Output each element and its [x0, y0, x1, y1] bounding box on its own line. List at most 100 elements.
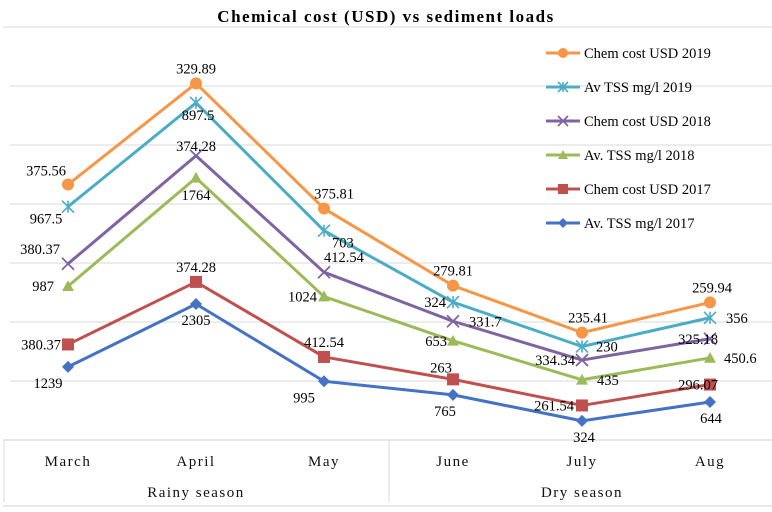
marker-diamond	[704, 396, 716, 409]
marker-star	[189, 96, 203, 110]
marker-circle	[704, 296, 716, 309]
data-label: 279.81	[433, 264, 473, 280]
x-axis: March April May June July Aug Rainy season Dry …	[3, 439, 772, 507]
marker-triangle	[318, 290, 330, 302]
marker-star	[703, 311, 717, 325]
data-label: 324	[573, 430, 596, 446]
series-line	[67, 302, 711, 423]
marker-diamond	[318, 375, 330, 388]
marker-circle	[318, 202, 330, 215]
legend-item: Chem cost USD 2019	[546, 46, 711, 62]
data-labels: 1239 2305 995 765 324 644 380.37 374.28 412.54 26…	[20, 61, 757, 446]
series-line	[67, 280, 711, 407]
marker-x	[703, 332, 717, 346]
marker-diamond	[558, 218, 568, 228]
data-label: 450.6	[724, 351, 757, 367]
data-label: 375.81	[314, 187, 354, 203]
marker-triangle	[62, 280, 74, 292]
legend-label: Av TSS mg/l 2019	[584, 80, 692, 96]
data-label: 259.94	[692, 280, 733, 296]
marker-x	[317, 265, 331, 279]
x-group-label: Dry season	[541, 485, 623, 501]
data-label: 325.18	[678, 332, 718, 348]
series-line	[67, 81, 711, 335]
data-label: 230	[596, 339, 618, 355]
marker-star	[61, 200, 75, 214]
marker-diamond	[62, 360, 74, 373]
data-label: 1024	[288, 290, 318, 306]
marker-circle	[558, 48, 568, 58]
marker-x	[189, 149, 203, 163]
data-label: 435	[597, 373, 619, 389]
data-label: 380.37	[21, 337, 61, 353]
x-tick-label: May	[308, 454, 340, 470]
data-label: 1764	[182, 188, 212, 204]
marker-triangle	[576, 373, 588, 385]
data-label: 653	[425, 334, 447, 350]
data-label: 412.54	[304, 335, 345, 351]
series-line	[67, 154, 711, 362]
marker-square	[576, 399, 588, 412]
data-label: 263	[430, 360, 452, 376]
data-label: 331.7	[469, 314, 502, 330]
data-label: 374.28	[176, 139, 216, 155]
marker-triangle	[190, 171, 202, 183]
marker-circle	[190, 77, 202, 90]
marker-x	[557, 115, 569, 127]
marker-triangle	[558, 150, 568, 159]
data-label: 334.34	[535, 353, 576, 369]
data-label: 644	[700, 411, 723, 427]
marker-square	[447, 373, 459, 386]
marker-triangle	[447, 334, 459, 346]
data-label: 374.28	[176, 260, 216, 276]
marker-square	[704, 378, 716, 391]
marker-star	[557, 81, 569, 93]
marker-square	[62, 338, 74, 351]
marker-x	[575, 353, 589, 367]
series-line	[67, 176, 711, 382]
legend-label: Chem cost USD 2017	[584, 182, 711, 198]
marker-square	[558, 184, 568, 194]
data-label: 356	[726, 311, 748, 327]
marker-triangle	[704, 351, 716, 363]
series-line	[67, 101, 711, 348]
data-label: 235.41	[568, 311, 608, 327]
marker-diamond	[576, 414, 588, 427]
data-label: 995	[293, 390, 315, 406]
series-markers	[61, 77, 717, 427]
marker-square	[190, 275, 202, 288]
chart-title: Chemical cost (USD) vs sediment loads	[217, 7, 554, 26]
marker-circle	[62, 178, 74, 191]
legend-label: Chem cost USD 2019	[584, 46, 711, 62]
legend: Chem cost USD 2019 Av TSS mg/l 2019 Chem c…	[546, 46, 711, 232]
legend-label: Av. TSS mg/l 2017	[584, 216, 695, 232]
legend-item: Av TSS mg/l 2019	[546, 80, 692, 96]
legend-label: Chem cost USD 2018	[584, 114, 711, 130]
legend-item: Chem cost USD 2018	[546, 114, 711, 130]
data-label: 765	[434, 404, 456, 420]
x-group-label: Rainy season	[147, 485, 245, 501]
x-tick-label: Aug	[695, 454, 725, 470]
data-label: 296.07	[678, 378, 718, 394]
legend-label: Av. TSS mg/l 2018	[584, 148, 695, 164]
marker-star	[575, 339, 589, 354]
marker-diamond	[447, 388, 459, 401]
data-label: 412.54	[324, 250, 365, 266]
data-label: 380.37	[20, 242, 60, 258]
data-label: 2305	[182, 313, 211, 329]
data-label: 897.5	[182, 108, 215, 124]
x-tick-label: July	[566, 454, 597, 470]
marker-star	[317, 224, 331, 238]
marker-x	[446, 314, 460, 328]
data-label: 261.54	[534, 398, 575, 414]
gridlines	[10, 85, 772, 382]
marker-square	[318, 350, 330, 363]
series-lines	[67, 81, 711, 423]
x-tick-label: April	[176, 454, 215, 470]
marker-circle	[447, 279, 459, 292]
data-label: 967.5	[30, 212, 63, 228]
legend-item: Chem cost USD 2017	[546, 182, 711, 198]
marker-diamond	[190, 298, 202, 311]
legend-item: Av. TSS mg/l 2018	[546, 148, 695, 164]
